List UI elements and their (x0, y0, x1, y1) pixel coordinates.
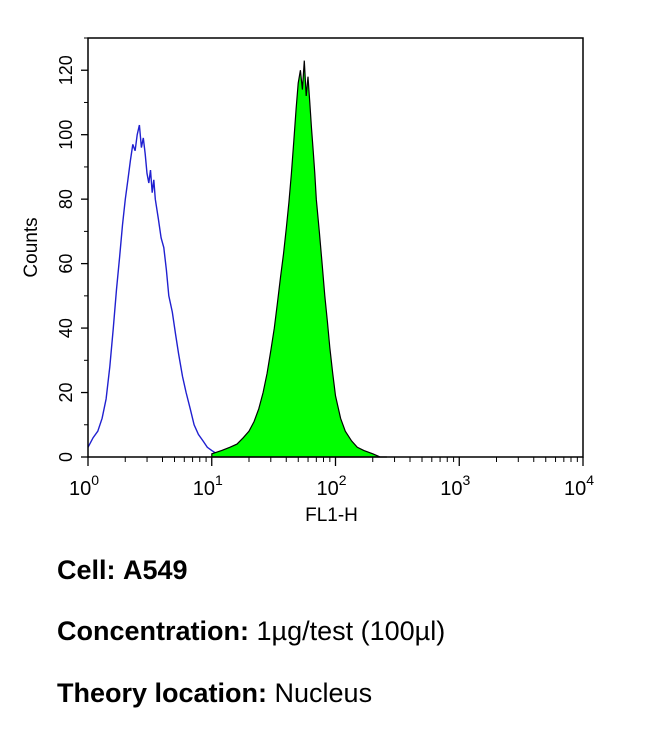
series-outline-histogram (87, 124, 222, 458)
histogram-chart: 0 20 40 60 80 100 120 100 101 102 103 104 Counts F… (21, 37, 594, 526)
x-tick-label: 101 (193, 472, 223, 500)
y-tick-label: 120 (56, 55, 76, 85)
concentration-label: Concentration: (57, 616, 249, 646)
concentration-caption: Concentration: 1µg/test (100µl) (57, 616, 445, 647)
x-tick-label: 103 (440, 472, 470, 500)
series-filled-histogram (211, 60, 387, 458)
series-layer (87, 60, 387, 458)
x-tick-label: 102 (316, 472, 346, 500)
y-tick-label: 40 (56, 318, 76, 338)
y-axis-label: Counts (21, 217, 42, 277)
x-tick-label: 100 (69, 472, 99, 500)
x-axis: 100 101 102 103 104 (69, 457, 594, 500)
y-tick-label: 0 (56, 452, 76, 462)
y-tick-label: 100 (56, 120, 76, 150)
cell-value: A549 (123, 555, 188, 585)
y-tick-label: 80 (56, 189, 76, 209)
y-tick-label: 60 (56, 254, 76, 274)
location-caption: Theory location: Nucleus (57, 678, 372, 709)
cell-caption: Cell: A549 (57, 555, 188, 586)
x-axis-label: FL1-H (305, 505, 358, 526)
location-value: Nucleus (274, 678, 373, 708)
concentration-value: 1µg/test (100µl) (256, 616, 446, 646)
location-label: Theory location: (57, 678, 268, 708)
y-tick-label: 20 (56, 383, 76, 403)
x-tick-label: 104 (564, 472, 594, 500)
y-axis: 0 20 40 60 80 100 120 (56, 37, 88, 462)
cell-label: Cell: (57, 555, 116, 585)
